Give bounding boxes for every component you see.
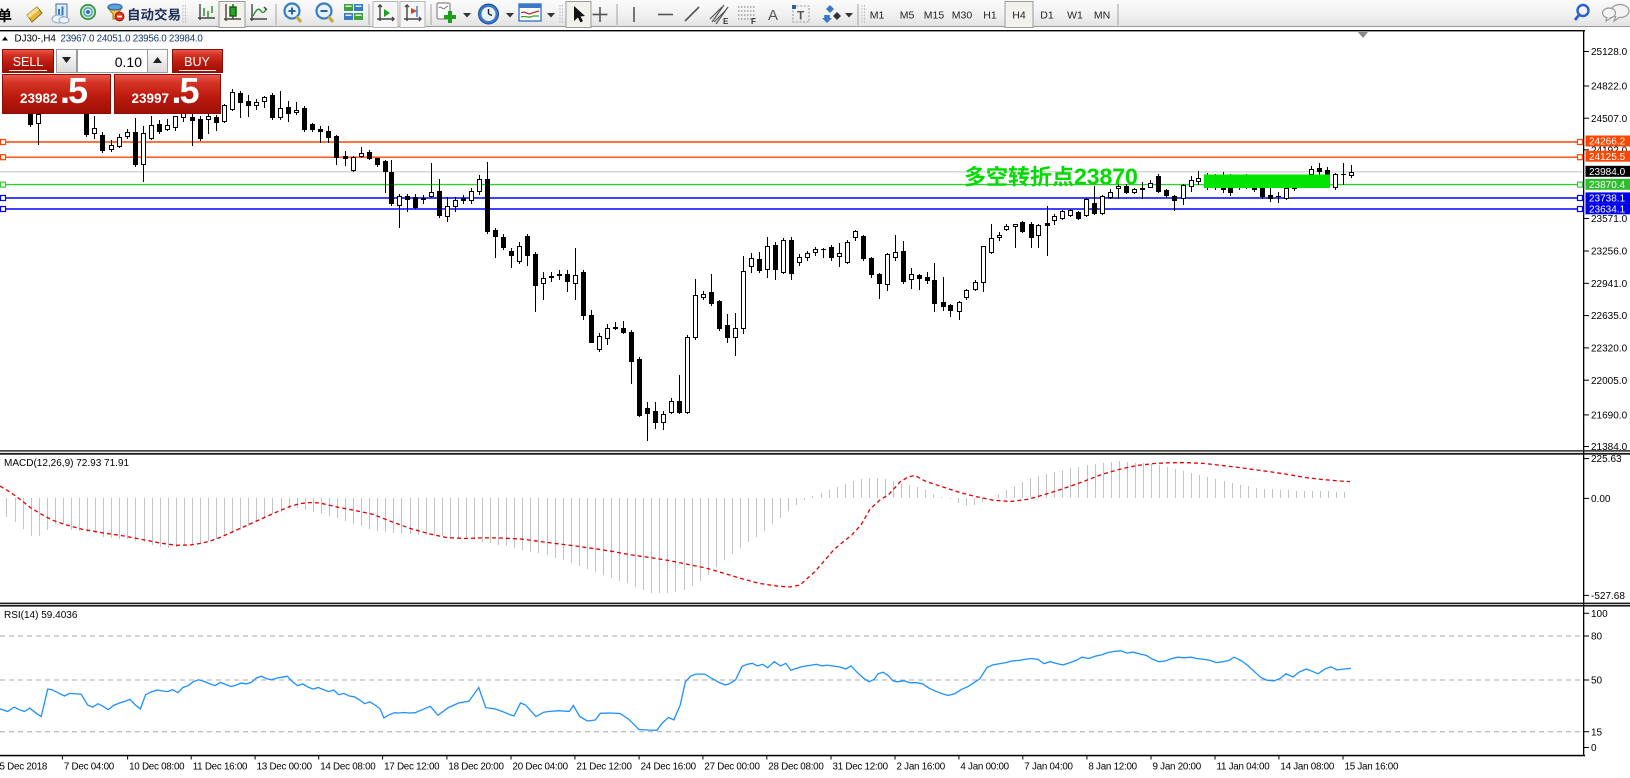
svg-text:23634.1: 23634.1 xyxy=(1589,204,1626,215)
svg-text:9 Jan 20:00: 9 Jan 20:00 xyxy=(1153,762,1202,773)
svg-text:10 Dec 08:00: 10 Dec 08:00 xyxy=(129,762,185,773)
svg-text:MN: MN xyxy=(1094,10,1110,22)
svg-text:-527.68: -527.68 xyxy=(1591,591,1625,602)
svg-text:23571.0: 23571.0 xyxy=(1591,214,1628,225)
svg-text:15: 15 xyxy=(1591,727,1603,738)
svg-text:28 Dec 08:00: 28 Dec 08:00 xyxy=(768,762,824,773)
svg-text:7: 7 xyxy=(1112,164,1125,190)
svg-text:7 Dec 04:00: 7 Dec 04:00 xyxy=(64,762,115,773)
svg-text:225.63: 225.63 xyxy=(1591,454,1622,465)
svg-text:H4: H4 xyxy=(1012,10,1026,22)
svg-text:21384.0: 21384.0 xyxy=(1591,442,1628,453)
svg-text:22941.0: 22941.0 xyxy=(1591,279,1628,290)
svg-text:M5: M5 xyxy=(900,10,915,22)
svg-text:25128.0: 25128.0 xyxy=(1591,47,1628,58)
svg-text:DJ30-,H4: DJ30-,H4 xyxy=(15,34,57,45)
svg-text:7 Jan 04:00: 7 Jan 04:00 xyxy=(1024,762,1073,773)
svg-text:21 Dec 12:00: 21 Dec 12:00 xyxy=(576,762,632,773)
svg-text:24507.0: 24507.0 xyxy=(1591,114,1628,125)
svg-text:5 Dec 2018: 5 Dec 2018 xyxy=(0,762,48,773)
svg-text:13 Dec 00:00: 13 Dec 00:00 xyxy=(257,762,313,773)
svg-text:24266.2: 24266.2 xyxy=(1589,137,1626,148)
svg-text:15 Jan 16:00: 15 Jan 16:00 xyxy=(1345,762,1399,773)
svg-text:RSI(14) 59.4036: RSI(14) 59.4036 xyxy=(4,610,78,621)
svg-text:8: 8 xyxy=(1100,164,1113,190)
svg-text:4 Jan 00:00: 4 Jan 00:00 xyxy=(960,762,1009,773)
svg-text:F: F xyxy=(751,17,756,26)
svg-text:18 Dec 20:00: 18 Dec 20:00 xyxy=(448,762,504,773)
svg-text:8 Jan 12:00: 8 Jan 12:00 xyxy=(1088,762,1137,773)
svg-text:0: 0 xyxy=(1125,164,1138,190)
svg-text:3: 3 xyxy=(1087,164,1100,190)
svg-text:80: 80 xyxy=(1591,632,1603,643)
svg-text:A: A xyxy=(768,7,778,24)
svg-text:27 Dec 00:00: 27 Dec 00:00 xyxy=(704,762,760,773)
svg-text:22635.0: 22635.0 xyxy=(1591,311,1628,322)
svg-text:MACD(12,26,9) 72.93 71.91: MACD(12,26,9) 72.93 71.91 xyxy=(4,458,130,469)
svg-text:0: 0 xyxy=(1591,743,1597,754)
svg-text:2 Jan 16:00: 2 Jan 16:00 xyxy=(897,762,946,773)
svg-text:20 Dec 04:00: 20 Dec 04:00 xyxy=(513,762,569,773)
svg-text:22320.0: 22320.0 xyxy=(1591,344,1628,355)
svg-text:11 Dec 16:00: 11 Dec 16:00 xyxy=(193,762,248,773)
svg-text:24822.0: 24822.0 xyxy=(1591,82,1628,93)
svg-text:22005.0: 22005.0 xyxy=(1591,376,1628,387)
svg-text:11 Jan 04:00: 11 Jan 04:00 xyxy=(1217,762,1271,773)
svg-text:0.00: 0.00 xyxy=(1591,494,1611,505)
svg-text:M1: M1 xyxy=(870,10,885,22)
svg-text:D1: D1 xyxy=(1040,10,1054,22)
svg-text:2: 2 xyxy=(1074,164,1087,190)
svg-text:24 Dec 16:00: 24 Dec 16:00 xyxy=(641,762,697,773)
svg-text:23967.0 24051.0 23956.0 23984.: 23967.0 24051.0 23956.0 23984.0 xyxy=(61,34,204,45)
svg-text:W1: W1 xyxy=(1067,10,1083,22)
svg-text:H1: H1 xyxy=(983,10,997,22)
svg-text:14 Dec 08:00: 14 Dec 08:00 xyxy=(320,762,376,773)
svg-text:23738.1: 23738.1 xyxy=(1589,194,1626,205)
svg-text:31 Dec 12:00: 31 Dec 12:00 xyxy=(833,762,889,773)
svg-text:T: T xyxy=(797,9,805,23)
svg-text:24125.5: 24125.5 xyxy=(1589,152,1626,163)
svg-text:23870.4: 23870.4 xyxy=(1589,180,1626,191)
svg-text:23984.0: 23984.0 xyxy=(1589,167,1626,178)
svg-text:17 Dec 12:00: 17 Dec 12:00 xyxy=(384,762,440,773)
svg-text:M15: M15 xyxy=(924,10,945,22)
svg-text:100: 100 xyxy=(1591,609,1608,620)
svg-text:21690.0: 21690.0 xyxy=(1591,411,1628,422)
svg-text:M30: M30 xyxy=(952,10,973,22)
svg-text:E: E xyxy=(723,17,729,26)
svg-text:14 Jan 08:00: 14 Jan 08:00 xyxy=(1280,762,1334,773)
svg-text:23256.0: 23256.0 xyxy=(1591,247,1628,258)
svg-text:50: 50 xyxy=(1591,676,1603,687)
